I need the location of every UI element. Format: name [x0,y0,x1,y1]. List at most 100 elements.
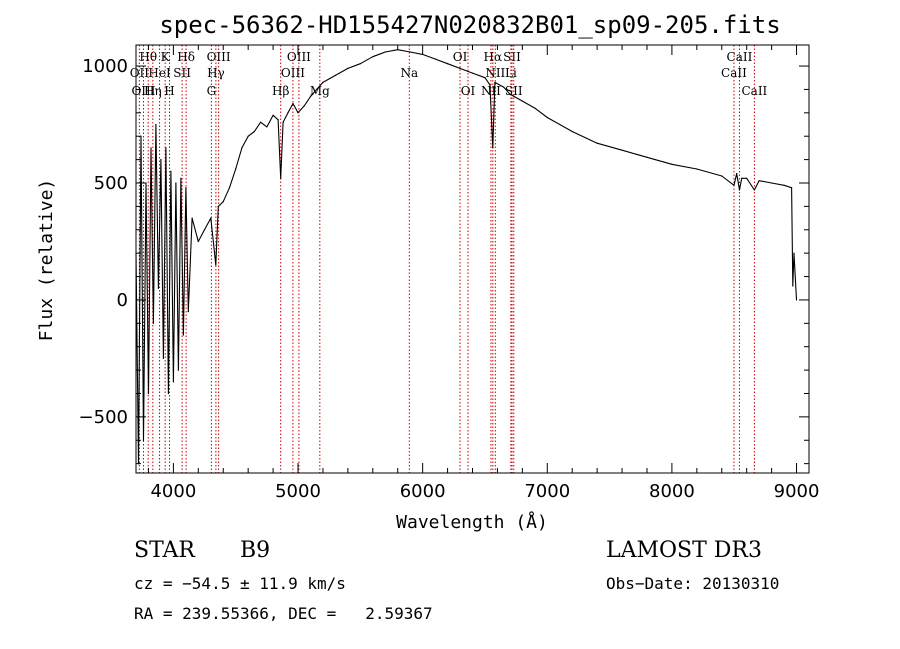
y-tick-label: 0 [117,290,128,311]
data-point [534,107,536,109]
data-point [162,357,164,359]
data-point [297,112,299,114]
redshift-velocity: cz = −54.5 ± 11.9 km/s [134,574,346,593]
data-point [280,177,282,179]
data-point [217,205,219,207]
spectral-line-label-14: OIII [281,66,305,80]
x-tick-label: 8000 [649,481,695,502]
data-point [671,163,673,165]
data-point [791,187,793,189]
spectral-line-label-7: SII [173,66,191,80]
data-point [203,229,206,231]
spectral-line-label-2: OIII [131,84,155,98]
spectral-line-label-0: Hθ [139,50,157,64]
data-point [596,142,598,144]
data-point [160,159,162,161]
data-point [241,147,243,149]
spectral-line-label-12: Hβ [272,84,289,98]
spectral-line-label-26: CaII [721,66,747,80]
data-point [260,121,262,123]
spectral-line-label-23: Li [505,66,517,80]
data-point [182,334,184,336]
data-point [152,322,154,324]
data-point [247,135,249,137]
x-axis-label: Wavelength (Å) [396,511,548,533]
data-point [646,156,648,158]
data-point [180,177,182,179]
spectral-line-label-13: OIII [287,50,311,64]
observation-date: Obs−Date: 20130310 [606,574,780,593]
data-point [253,130,255,133]
coordinates: RA = 239.55366, DEC = 2.59367 [134,604,433,623]
data-point [792,285,794,287]
axis-ticks: 4000 5000 6000 7000 8000 9000 −500 0 500 1000 [79,45,819,502]
data-point [272,114,274,116]
data-point [484,77,486,79]
data-point [503,86,505,88]
data-point [172,381,174,383]
data-point [187,311,189,313]
data-point [492,147,494,149]
data-point [185,187,187,189]
data-layer [135,49,798,465]
data-point [228,187,231,189]
data-point [170,170,172,172]
x-tick-label: 6000 [400,481,446,502]
spectral-line-label-4: HeI [148,66,171,80]
data-point [303,105,305,107]
data-point [494,81,496,83]
data-point [235,168,237,170]
spectral-line-label-9: OIII [207,50,231,64]
data-point [521,100,524,102]
data-point [795,299,798,301]
data-point [282,121,284,123]
data-point [793,252,795,254]
data-point [322,81,324,83]
data-point [621,149,623,151]
data-point [746,177,748,179]
spectral-line-label-21: NII [481,84,501,98]
data-point [738,189,741,191]
data-point [167,392,169,395]
x-tick-label: 4000 [150,481,196,502]
data-point [175,182,177,184]
data-point [489,84,491,86]
series-line-flux [135,49,798,465]
data-point [771,182,773,184]
data-point [783,184,785,186]
data-point [447,63,449,65]
data-point [409,51,411,53]
spectral-line-label-15: Mg [310,84,330,98]
data-point [197,240,199,243]
spectral-line-label-18: OI [461,84,476,98]
data-point [733,184,735,186]
spectral-line-label-20: NII [485,66,505,80]
data-point [266,126,268,128]
spectral-line-label-1: OII [130,66,150,80]
spectral-line-label-11: G [207,84,217,98]
data-point [150,147,152,149]
data-point [292,102,294,105]
object-class: STAR [134,538,195,563]
data-point [215,264,217,266]
chart-title: spec-56362-HD155427N020832B01_sp09-205.f… [159,11,780,39]
plot-frame [135,44,810,474]
y-axis-label: Flux (relative) [36,179,57,342]
spectral-line-label-24: SII [505,84,523,98]
spectral-line-label-25: CaII [727,50,753,64]
data-point [696,168,698,170]
x-tick-label: 5000 [275,481,321,502]
data-point [736,173,738,175]
y-tick-label: −500 [79,407,128,428]
spectral-line-label-19: Hα [484,50,503,64]
spectral-line-label-16: Na [400,66,418,80]
data-point [142,439,145,441]
x-tick-label: 7000 [524,481,570,502]
data-point [334,74,336,76]
data-point [509,93,511,95]
data-point [546,116,548,119]
spectral-line-label-6: H [164,84,174,98]
object-subclass: B9 [240,538,271,563]
